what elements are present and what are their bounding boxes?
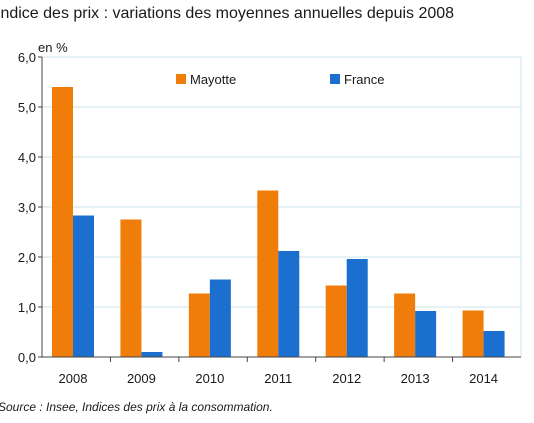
y-tick-label: 4,0 [18, 150, 36, 165]
x-tick-label: 2011 [264, 371, 292, 386]
x-tick-label: 2014 [469, 371, 498, 386]
y-tick-label: 1,0 [18, 300, 36, 315]
legend-swatch-mayotte [176, 74, 186, 84]
bars [52, 87, 505, 357]
bar-mayotte-2013 [394, 293, 416, 357]
x-tick-label: 2012 [332, 371, 361, 386]
y-tick-label: 3,0 [18, 200, 36, 215]
bar-france-2014 [483, 331, 505, 357]
x-tick-label: 2009 [127, 371, 156, 386]
y-axis-label: en % [38, 40, 68, 55]
axes [38, 56, 521, 362]
y-tick-label: 6,0 [18, 50, 36, 65]
y-tick-label: 5,0 [18, 100, 36, 115]
bar-mayotte-2012 [325, 285, 347, 357]
bar-mayotte-2014 [462, 310, 484, 357]
tick-labels: 0,0 1,0 2,0 3,0 4,0 5,0 6,0 2008 2009 2010 2011 201… [18, 50, 498, 386]
chart-title: Indice des prix : variations des moyenne… [0, 5, 455, 22]
bar-france-2008 [73, 215, 94, 357]
bar-mayotte-2011 [257, 190, 279, 357]
x-tick-label: 2008 [59, 371, 88, 386]
legend: Mayotte France [176, 72, 384, 87]
bar-mayotte-2010 [188, 293, 210, 357]
legend-label-mayotte: Mayotte [190, 72, 236, 87]
x-tick-label: 2013 [401, 371, 430, 386]
source-note: Source : Insee, Indices des prix à la co… [0, 400, 273, 414]
bar-france-2009 [141, 352, 163, 357]
bar-mayotte-2008 [52, 87, 73, 357]
legend-swatch-france [330, 74, 340, 84]
bar-mayotte-2009 [120, 219, 142, 357]
y-tick-label: 0,0 [18, 350, 36, 365]
bar-france-2010 [209, 279, 231, 357]
bar-france-2011 [278, 251, 300, 357]
x-tick-label: 2010 [195, 371, 224, 386]
y-tick-label: 2,0 [18, 250, 36, 265]
bar-france-2012 [346, 259, 368, 357]
legend-label-france: France [344, 72, 384, 87]
bar-france-2013 [415, 311, 437, 357]
